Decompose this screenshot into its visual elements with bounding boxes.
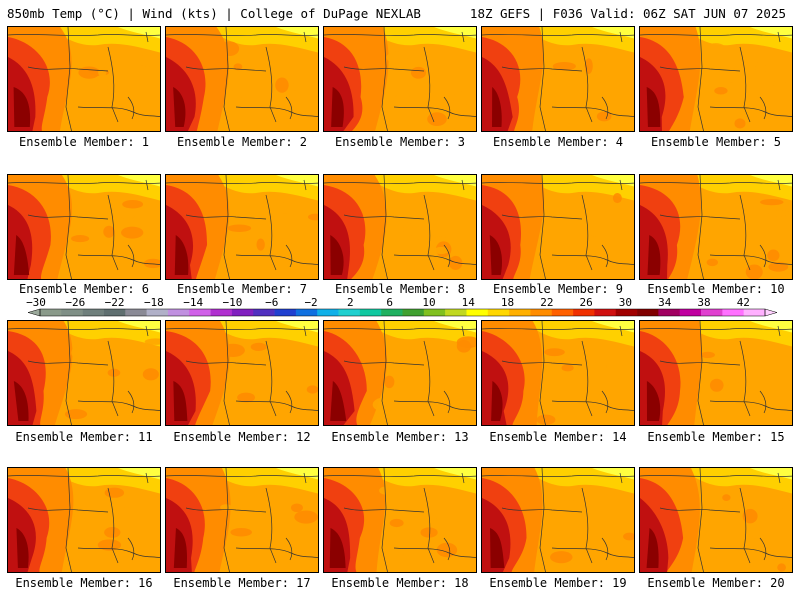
colorbar-swatch [231, 309, 254, 316]
ensemble-member-map [481, 320, 635, 426]
colorbar-swatch [167, 309, 190, 316]
colorbar-swatch [615, 309, 638, 316]
colorbar-tick-label: −30 [26, 296, 46, 309]
ensemble-member-label: Ensemble Member: 2 [176, 135, 308, 149]
ensemble-member-map [165, 26, 319, 132]
colorbar-tick-label: 18 [501, 296, 514, 309]
colorbar-swatch [487, 309, 510, 316]
ensemble-member-label: Ensemble Member: 7 [176, 282, 308, 296]
colorbar-swatch [679, 309, 702, 316]
colorbar-swatch [61, 309, 83, 316]
colorbar-swatch [82, 309, 105, 316]
ensemble-member-label: Ensemble Member: 9 [492, 282, 624, 296]
ensemble-member-map [165, 320, 319, 426]
valid-time: 18Z GEFS | F036 Valid: 06Z SAT JUN 07 20… [469, 6, 786, 21]
ensemble-member-label: Ensemble Member: 19 [489, 576, 627, 590]
colorbar-swatch [445, 309, 467, 316]
colorbar-tick-label: 10 [422, 296, 435, 309]
ensemble-member-label: Ensemble Member: 6 [18, 282, 150, 296]
colorbar-right-arrow [764, 308, 778, 317]
ensemble-member-label: Ensemble Member: 20 [647, 576, 785, 590]
ensemble-member-map [7, 174, 161, 280]
ensemble-member-label: Ensemble Member: 1 [18, 135, 150, 149]
ensemble-member-label: Ensemble Member: 12 [173, 430, 311, 444]
colorbar-swatch [210, 309, 233, 316]
ensemble-member-label: Ensemble Member: 10 [647, 282, 785, 296]
ensemble-member-map [165, 467, 319, 573]
ensemble-member-label: Ensemble Member: 14 [489, 430, 627, 444]
colorbar-tick-label: 6 [386, 296, 393, 309]
colorbar-swatch [40, 309, 62, 316]
ensemble-member-map [323, 467, 477, 573]
ensemble-member-label: Ensemble Member: 4 [492, 135, 624, 149]
colorbar-tick-label: −14 [183, 296, 203, 309]
colorbar: −30 −26 −22 −18 −14 −10 −6 −2 2 6 10 14 18 22 26 30 34 38… [26, 296, 778, 317]
colorbar-swatch [637, 309, 659, 316]
colorbar-swatch [125, 309, 147, 316]
colorbar-tick-label: 26 [580, 296, 593, 309]
colorbar-tick-label: −6 [265, 296, 278, 309]
ensemble-member-map [639, 26, 793, 132]
ensemble-member-map [323, 26, 477, 132]
colorbar-swatch [103, 309, 126, 316]
colorbar-tick-label: −10 [223, 296, 243, 309]
ensemble-member-map [7, 467, 161, 573]
colorbar-tick-label: 30 [619, 296, 632, 309]
colorbar-tick-label: −22 [105, 296, 125, 309]
colorbar-tick-label: −18 [144, 296, 164, 309]
colorbar-swatch [381, 309, 403, 316]
colorbar-swatch [146, 309, 169, 316]
colorbar-swatch [423, 309, 446, 316]
ensemble-member-label: Ensemble Member: 18 [331, 576, 469, 590]
ensemble-member-map [7, 320, 161, 426]
colorbar-swatch [189, 309, 211, 316]
colorbar-swatch [530, 309, 553, 316]
colorbar-tick-label: 38 [697, 296, 710, 309]
ensemble-member-map [323, 174, 477, 280]
ensemble-member-label: Ensemble Member: 3 [334, 135, 466, 149]
colorbar-tick-label: 22 [540, 296, 553, 309]
ensemble-member-label: Ensemble Member: 16 [15, 576, 153, 590]
ensemble-member-map [165, 174, 319, 280]
colorbar-tick-label: 2 [347, 296, 354, 309]
colorbar-swatch [317, 309, 339, 316]
ensemble-member-label: Ensemble Member: 17 [173, 576, 311, 590]
ensemble-member-map [481, 467, 635, 573]
ensemble-member-map [481, 26, 635, 132]
colorbar-tick-label: 14 [462, 296, 476, 309]
colorbar-left-arrow [27, 308, 41, 317]
colorbar-swatch [253, 309, 275, 316]
colorbar-swatch [722, 309, 744, 316]
ensemble-member-label: Ensemble Member: 13 [331, 430, 469, 444]
colorbar-swatch [466, 309, 489, 316]
colorbar-swatch [594, 309, 617, 316]
colorbar-swatch [402, 309, 425, 316]
ensemble-member-map [639, 320, 793, 426]
ensemble-member-label: Ensemble Member: 15 [647, 430, 785, 444]
colorbar-swatch [509, 309, 531, 316]
colorbar-tick-label: −26 [65, 296, 85, 309]
ensemble-member-map [639, 174, 793, 280]
colorbar-swatch [274, 309, 297, 316]
colorbar-swatch [551, 309, 574, 316]
colorbar-swatch [295, 309, 318, 316]
ensemble-member-label: Ensemble Member: 5 [650, 135, 782, 149]
colorbar-swatch [701, 309, 723, 316]
colorbar-swatch [658, 309, 681, 316]
colorbar-tick-label: −2 [304, 296, 317, 309]
chart-title: 850mb Temp (°C) | Wind (kts) | College o… [7, 6, 421, 21]
colorbar-tick-label: 42 [737, 296, 750, 309]
colorbar-swatch [338, 309, 361, 316]
ensemble-member-label: Ensemble Member: 11 [15, 430, 153, 444]
ensemble-member-map [481, 174, 635, 280]
colorbar-swatch [359, 309, 382, 316]
colorbar-swatch [573, 309, 595, 316]
colorbar-tick-label: 34 [658, 296, 672, 309]
ensemble-member-map [639, 467, 793, 573]
ensemble-member-label: Ensemble Member: 8 [334, 282, 466, 296]
colorbar-swatch [743, 309, 766, 316]
ensemble-member-map [7, 26, 161, 132]
ensemble-member-map [323, 320, 477, 426]
